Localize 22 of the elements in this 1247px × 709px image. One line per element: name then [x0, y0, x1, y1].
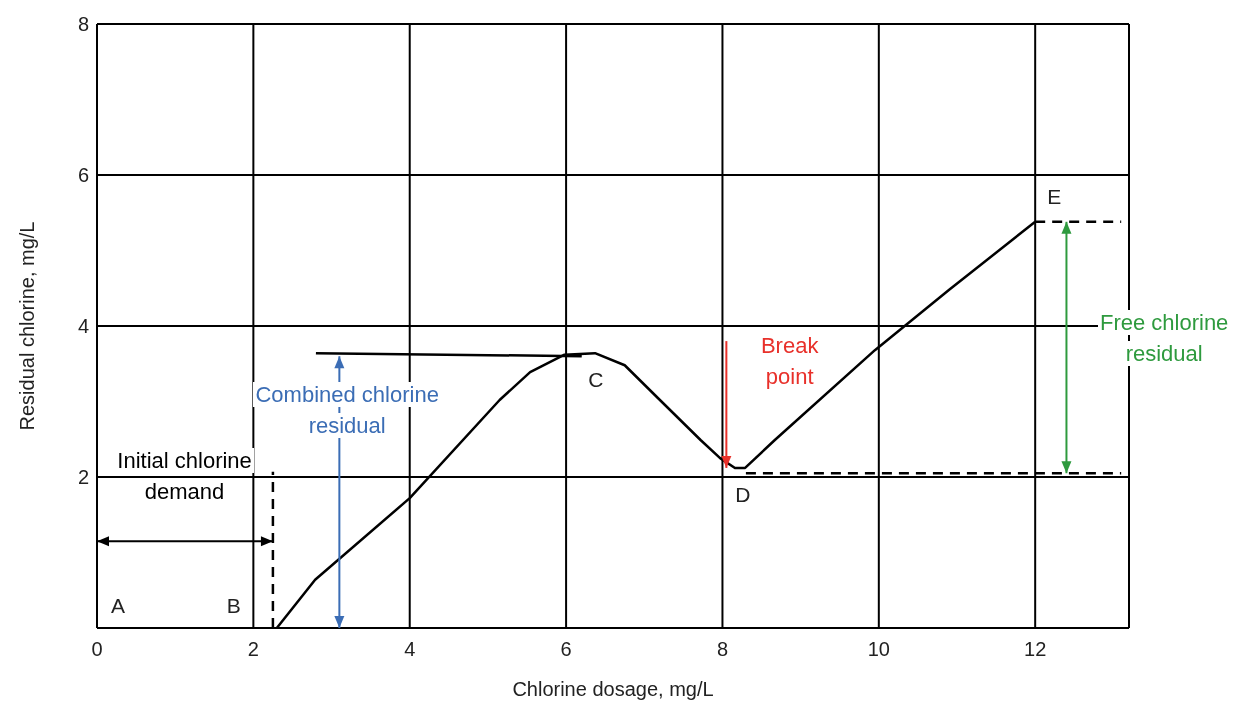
- annotation: E: [1047, 185, 1062, 209]
- annotation: B: [225, 594, 242, 618]
- x-tick-label: 2: [247, 638, 259, 661]
- x-tick-label: 12: [1024, 638, 1047, 661]
- y-tick-label: 6: [77, 164, 89, 187]
- x-tick-label: 6: [560, 638, 572, 661]
- annotation: D: [734, 482, 752, 506]
- x-tick-label: 8: [716, 638, 729, 661]
- annotation: Break point: [758, 332, 821, 389]
- y-tick-label: 2: [77, 466, 89, 489]
- annotation: Free chlorine residual: [1097, 310, 1231, 367]
- annotation: Combined chlorine residual: [253, 381, 441, 438]
- annotation: A: [110, 594, 127, 618]
- y-tick-label: 4: [77, 315, 89, 338]
- y-axis-title: Residual chlorine, mg/L: [16, 221, 39, 431]
- y-tick-label: 8: [77, 13, 89, 36]
- annotation: C: [587, 367, 605, 391]
- x-tick-label: 10: [867, 638, 890, 661]
- x-tick-label: 0: [91, 638, 103, 661]
- x-axis-title: Chlorine dosage, mg/L: [512, 678, 714, 700]
- annotation: Initial chlorine demand: [115, 448, 254, 505]
- x-tick-label: 4: [404, 638, 416, 661]
